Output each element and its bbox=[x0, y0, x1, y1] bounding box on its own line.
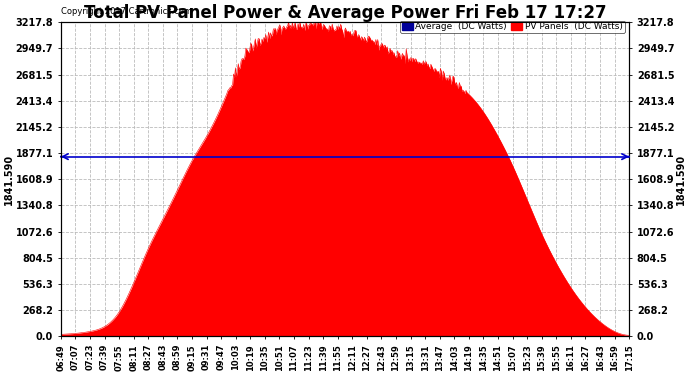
Text: Copyright 2017 Cartronics.com: Copyright 2017 Cartronics.com bbox=[61, 7, 192, 16]
Legend: Average  (DC Watts), PV Panels  (DC Watts): Average (DC Watts), PV Panels (DC Watts) bbox=[400, 21, 624, 33]
Title: Total PV Panel Power & Average Power Fri Feb 17 17:27: Total PV Panel Power & Average Power Fri… bbox=[83, 4, 607, 22]
Y-axis label: 1841.590: 1841.590 bbox=[4, 154, 14, 205]
Y-axis label: 1841.590: 1841.590 bbox=[676, 154, 686, 205]
